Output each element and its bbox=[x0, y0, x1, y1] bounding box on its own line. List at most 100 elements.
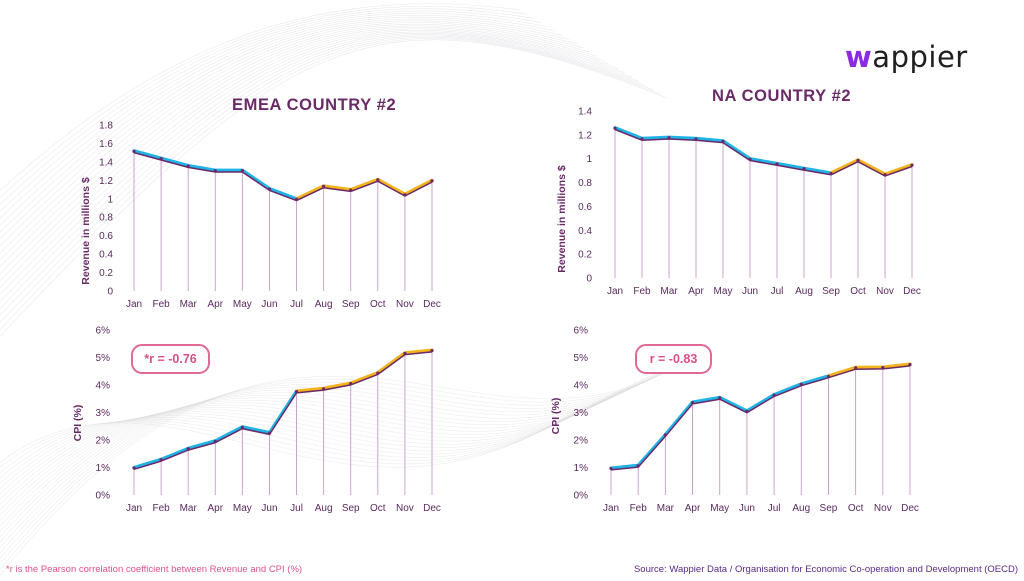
data-point bbox=[267, 431, 272, 435]
y-tick-label: 0.6 bbox=[578, 202, 592, 213]
x-tick-label: Mar bbox=[180, 299, 198, 310]
na-revenue-ylabel: Revenue in millions $ bbox=[556, 165, 568, 273]
y-tick-label: 3% bbox=[96, 408, 111, 419]
x-tick-label: Sep bbox=[820, 503, 838, 514]
wave-line-bottom bbox=[0, 395, 610, 500]
data-point bbox=[240, 425, 244, 429]
x-tick-label: Sep bbox=[822, 286, 840, 297]
x-tick-label: Apr bbox=[685, 503, 701, 514]
na-correlation-badge: r = -0.83 bbox=[635, 344, 712, 374]
y-tick-label: 0.4 bbox=[578, 226, 592, 237]
y-tick-label: 0% bbox=[574, 491, 589, 502]
x-tick-label: Mar bbox=[660, 286, 678, 297]
y-tick-label: 4% bbox=[574, 381, 589, 392]
data-point bbox=[745, 409, 749, 413]
x-tick-label: Jul bbox=[768, 503, 781, 514]
data-point bbox=[881, 366, 885, 370]
y-tick-label: 1.2 bbox=[578, 130, 592, 141]
wave-line-bottom bbox=[0, 360, 680, 554]
data-point bbox=[748, 157, 752, 161]
footnote-source: Source: Wappier Data / Organisation for … bbox=[633, 564, 1018, 575]
emea-cpi-ylabel: CPI (%) bbox=[72, 404, 84, 442]
y-tick-label: 0.6 bbox=[99, 231, 113, 242]
series-line-shadow bbox=[133, 151, 433, 202]
data-point bbox=[349, 188, 353, 192]
x-tick-label: Dec bbox=[901, 503, 919, 514]
y-tick-label: 2% bbox=[96, 436, 111, 447]
data-point bbox=[294, 197, 299, 201]
x-tick-label: Oct bbox=[848, 503, 864, 514]
logo-text: appier bbox=[872, 40, 968, 74]
x-tick-label: Jul bbox=[771, 286, 784, 297]
data-point bbox=[854, 366, 858, 370]
y-tick-label: 1.2 bbox=[99, 176, 113, 187]
data-point bbox=[826, 374, 831, 379]
wave-line-bottom bbox=[0, 409, 582, 479]
x-tick-label: Apr bbox=[207, 299, 223, 310]
data-point bbox=[159, 458, 163, 462]
na-cpi-ylabel: CPI (%) bbox=[550, 397, 562, 435]
wave-line-top bbox=[0, 25, 598, 268]
y-tick-label: 0.2 bbox=[578, 250, 592, 261]
data-point bbox=[802, 167, 806, 171]
x-tick-label: Aug bbox=[315, 503, 333, 514]
wave-line-top bbox=[0, 14, 556, 226]
wave-line-top bbox=[0, 8, 535, 206]
wave-line-bottom bbox=[0, 412, 575, 474]
series-line-shadow bbox=[610, 365, 911, 471]
x-tick-label: Aug bbox=[795, 286, 813, 297]
x-tick-label: Dec bbox=[423, 299, 441, 310]
data-point bbox=[856, 158, 860, 163]
wave-line-top bbox=[0, 30, 619, 289]
emea-revenue-ylabel: Revenue in millions $ bbox=[80, 177, 92, 285]
x-tick-label: Dec bbox=[903, 286, 921, 297]
chart-2: 0 0.2 0.4 0.6 0.8 1 1.2 1.4 Jan Feb Mar Apr May Jun Ju… bbox=[578, 107, 921, 298]
y-tick-label: 0 bbox=[107, 287, 113, 298]
wave-line-bottom bbox=[0, 381, 638, 522]
y-tick-label: 1 bbox=[586, 154, 592, 165]
x-tick-label: Sep bbox=[342, 503, 360, 514]
x-tick-label: Feb bbox=[633, 286, 651, 297]
chart-0: 0 0.2 0.4 0.6 0.8 1 1.2 1.4 1.6 1.8 Jan Feb Mar Apr Ma… bbox=[99, 121, 441, 311]
y-tick-label: 6% bbox=[96, 326, 111, 337]
wave-line-top bbox=[0, 39, 668, 337]
wappier-logo: wappier bbox=[845, 40, 968, 74]
series-line-highlight bbox=[294, 177, 434, 201]
wave-line-bottom bbox=[0, 405, 589, 484]
data-point bbox=[718, 396, 722, 400]
x-tick-label: Nov bbox=[876, 286, 894, 297]
chart-3: 0% 1% 2% 3% 4% 5% 6% Jan Feb Mar Apr May Jun Jul Aug Se… bbox=[574, 326, 919, 515]
data-point bbox=[636, 464, 640, 468]
data-point bbox=[186, 164, 190, 168]
x-tick-label: Jan bbox=[603, 503, 619, 514]
data-point bbox=[829, 171, 833, 176]
data-point bbox=[294, 389, 299, 394]
chart-1: 0% 1% 2% 3% 4% 5% 6% Jan Feb Mar Apr May Jun Jul Aug Se… bbox=[96, 326, 441, 515]
y-tick-label: 0.8 bbox=[99, 213, 113, 224]
x-tick-label: Feb bbox=[152, 503, 170, 514]
x-tick-label: Oct bbox=[370, 503, 386, 514]
wave-line-top bbox=[0, 31, 626, 296]
wave-line-bottom bbox=[0, 377, 645, 527]
wave-line-top bbox=[0, 35, 647, 316]
wave-line-top bbox=[0, 38, 661, 330]
y-tick-label: 1% bbox=[574, 463, 589, 474]
x-tick-label: Jan bbox=[126, 503, 142, 514]
y-tick-label: 1% bbox=[96, 463, 111, 474]
data-point bbox=[640, 137, 644, 141]
emea-correlation-badge: *r = -0.76 bbox=[131, 344, 210, 374]
x-tick-label: Mar bbox=[180, 503, 198, 514]
y-tick-label: 1.8 bbox=[99, 121, 113, 132]
x-tick-label: Oct bbox=[370, 299, 386, 310]
y-tick-label: 2% bbox=[574, 436, 589, 447]
data-point bbox=[159, 157, 163, 161]
data-point bbox=[694, 137, 698, 141]
x-tick-label: May bbox=[710, 503, 729, 514]
wave-line-bottom bbox=[0, 384, 631, 516]
data-point bbox=[609, 466, 613, 471]
data-point bbox=[240, 169, 244, 173]
wave-line-top bbox=[0, 32, 633, 303]
y-tick-label: 1.4 bbox=[99, 157, 113, 168]
wave-line-bottom bbox=[0, 370, 659, 538]
